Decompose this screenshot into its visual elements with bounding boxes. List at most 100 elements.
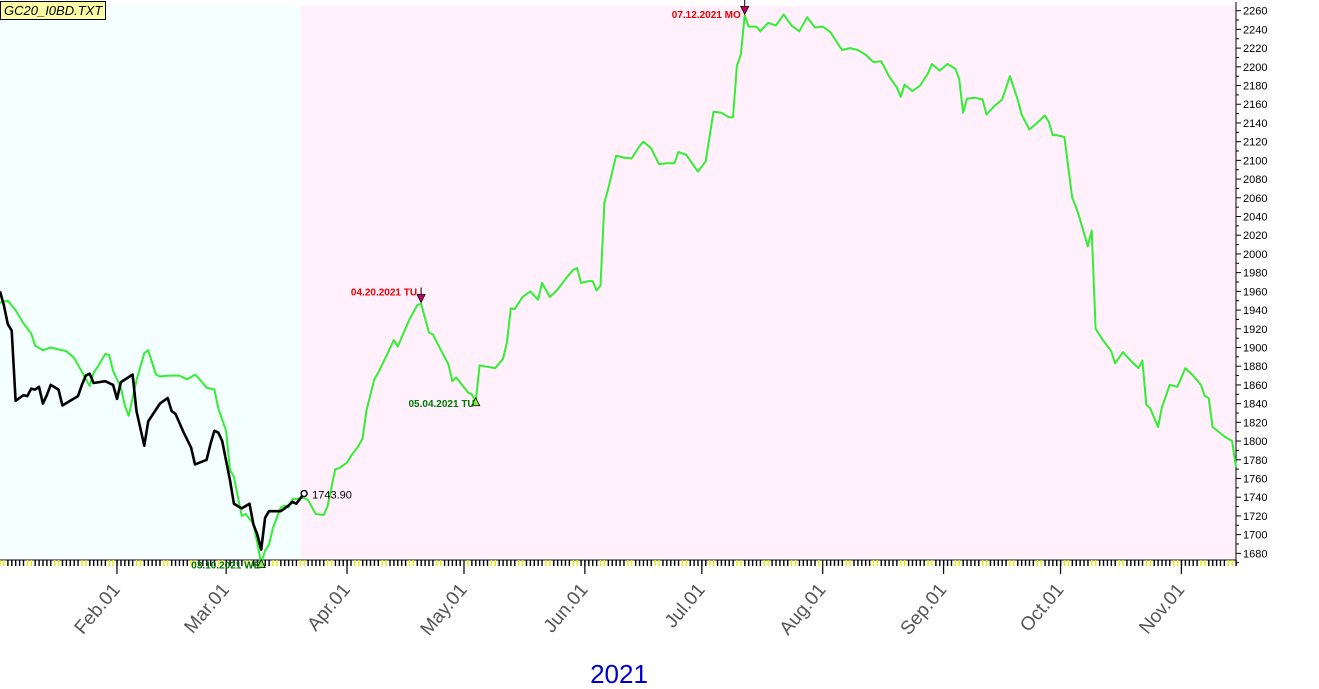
x-day-tick xyxy=(876,560,879,566)
x-day-tick xyxy=(592,560,594,566)
x-day-tick xyxy=(802,560,805,566)
x-tick-label: Aug.01 xyxy=(776,580,831,640)
x-day-tick xyxy=(611,560,613,566)
x-axis-label: 2021 xyxy=(590,659,648,689)
x-day-tick xyxy=(30,560,32,566)
x-day-tick xyxy=(174,560,177,566)
x-day-tick xyxy=(935,560,937,566)
x-day-tick xyxy=(677,560,680,566)
x-day-tick xyxy=(206,560,208,566)
x-day-tick xyxy=(1208,560,1210,566)
x-day-tick xyxy=(627,560,629,566)
x-day-tick xyxy=(1118,560,1120,566)
x-day-tick xyxy=(833,560,836,566)
chart-title: GC20_I0BD.TXT xyxy=(0,1,107,20)
x-day-tick xyxy=(962,560,964,566)
x-day-tick xyxy=(143,560,146,566)
x-day-tick xyxy=(1032,560,1035,566)
x-day-tick xyxy=(541,560,543,566)
x-day-tick xyxy=(989,560,992,566)
x-day-tick xyxy=(241,560,243,566)
y-tick-label: 1880 xyxy=(1243,361,1267,373)
x-day-tick xyxy=(57,560,60,566)
high-label: 04.20.2021 TU xyxy=(351,288,417,299)
x-day-tick xyxy=(451,560,454,566)
y-tick-label: 2220 xyxy=(1243,43,1267,55)
x-day-tick xyxy=(767,560,769,566)
x-day-tick xyxy=(732,560,734,566)
x-day-tick xyxy=(291,560,294,566)
x-day-tick xyxy=(155,560,157,566)
x-day-tick xyxy=(1102,560,1105,566)
x-day-tick xyxy=(147,560,149,566)
x-day-tick xyxy=(358,560,360,566)
chart-background xyxy=(0,6,1236,558)
x-day-tick xyxy=(1188,560,1191,566)
x-day-tick xyxy=(104,560,107,566)
y-tick-label: 2020 xyxy=(1243,230,1267,242)
x-tick-label: Oct.01 xyxy=(1016,580,1068,636)
x-day-tick xyxy=(553,560,555,566)
x-day-tick xyxy=(993,560,996,566)
x-day-tick xyxy=(900,560,902,566)
x-day-tick xyxy=(915,560,918,566)
x-tick-label: Feb.01 xyxy=(71,580,125,639)
x-day-tick xyxy=(646,560,649,566)
y-tick-label: 2160 xyxy=(1243,99,1267,111)
x-day-tick xyxy=(724,560,727,566)
x-day-tick xyxy=(666,560,668,566)
x-day-tick xyxy=(276,560,278,566)
low-arrow-icon xyxy=(471,396,481,407)
x-day-tick xyxy=(864,560,867,566)
x-day-tick xyxy=(471,560,473,566)
x-day-tick xyxy=(720,560,723,566)
x-day-tick xyxy=(880,560,882,566)
x-day-tick xyxy=(404,560,407,566)
y-tick-label: 2260 xyxy=(1243,6,1267,18)
y-tick-label: 2240 xyxy=(1243,24,1267,36)
x-day-tick xyxy=(888,560,890,566)
y-axis: 1680 1700 1720 1740 1760 1780 1800 1820 1840 1860… xyxy=(1235,2,1267,564)
low-arrow-icon xyxy=(256,558,266,569)
x-day-tick xyxy=(517,560,520,566)
x-day-tick xyxy=(814,560,816,566)
x-day-tick xyxy=(728,560,730,566)
x-day-tick xyxy=(1001,560,1003,566)
x-day-tick xyxy=(642,560,645,566)
forecast-line xyxy=(0,13,1237,565)
x-day-tick xyxy=(595,560,598,566)
x-day-tick xyxy=(841,560,843,566)
x-day-tick xyxy=(923,560,925,566)
x-day-tick xyxy=(931,560,933,566)
x-day-tick xyxy=(1056,560,1058,566)
price-line xyxy=(0,291,306,551)
x-day-tick xyxy=(89,560,91,566)
x-day-tick xyxy=(872,560,875,566)
x-day-tick xyxy=(712,560,715,566)
x-day-tick xyxy=(498,560,500,566)
x-day-tick xyxy=(73,560,75,566)
x-day-tick xyxy=(81,560,83,566)
x-day-tick xyxy=(787,560,789,566)
x-day-tick xyxy=(229,560,231,566)
x-day-tick xyxy=(128,560,130,566)
x-day-tick xyxy=(397,560,399,566)
x-day-tick xyxy=(693,560,695,566)
x-day-tick xyxy=(868,560,871,566)
x-day-tick xyxy=(190,560,192,566)
x-day-tick xyxy=(381,560,383,566)
x-day-tick xyxy=(521,560,524,566)
x-axis: Feb.01 Mar.01 Apr.01 May.01 Jun.01 Jul.01 Aug.… xyxy=(0,559,1237,640)
x-day-tick xyxy=(42,560,44,566)
x-day-tick xyxy=(248,560,251,566)
y-tick-label: 2080 xyxy=(1243,174,1267,186)
x-day-tick xyxy=(330,560,333,566)
y-tick-label: 1720 xyxy=(1243,511,1267,523)
x-day-tick xyxy=(1219,560,1222,566)
x-day-tick xyxy=(182,560,185,566)
x-day-tick xyxy=(1165,560,1167,566)
x-day-tick xyxy=(907,560,910,566)
x-day-tick xyxy=(412,560,415,566)
x-day-tick xyxy=(783,560,785,566)
x-day-tick xyxy=(1013,560,1015,566)
